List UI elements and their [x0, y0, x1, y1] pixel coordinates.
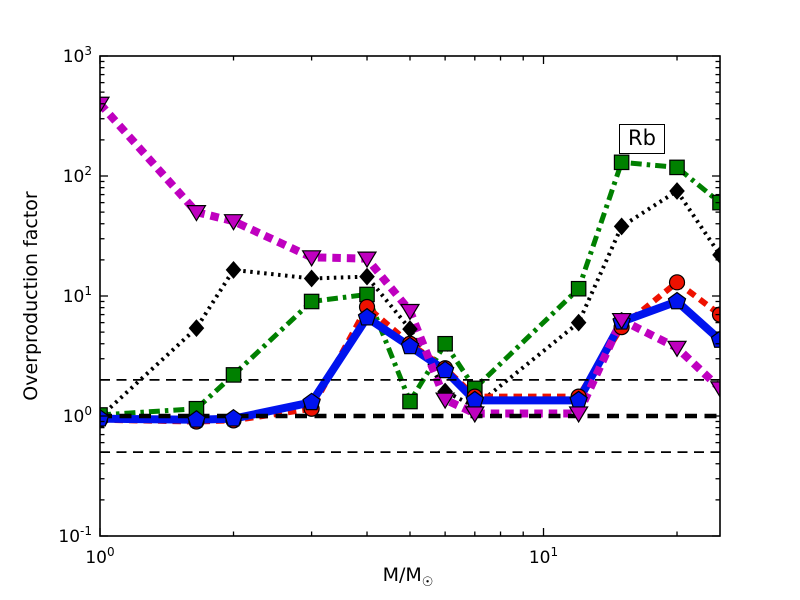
diamond-marker: [359, 267, 375, 286]
triangle-down-marker: [666, 340, 688, 358]
pentagon-marker: [435, 360, 455, 379]
square-marker: [437, 335, 453, 352]
diamond-marker: [712, 245, 720, 264]
y-tick-label-10e0: 100: [63, 404, 92, 427]
y-tick-label-10e3: 103: [63, 44, 92, 67]
diamond-marker: [669, 182, 685, 200]
diamond-marker: [402, 320, 418, 338]
sun-symbol: ☉: [421, 574, 434, 590]
square-marker: [303, 293, 320, 310]
triangle-down-marker: [301, 250, 322, 268]
square-marker: [613, 154, 630, 171]
pentagon-marker: [302, 392, 321, 411]
square-marker: [225, 367, 242, 383]
x-axis-title-main: M/M: [382, 564, 422, 587]
series-line-black-dotted-diamond: [100, 188, 720, 419]
x-tick-label-10e0: 100: [85, 545, 114, 568]
triangle-down-marker: [611, 312, 632, 330]
triangle-down-marker: [399, 303, 421, 321]
pentagon-marker: [357, 307, 377, 326]
diamond-marker: [225, 260, 242, 279]
triangle-down-marker: [100, 96, 111, 114]
x-tick-label-10e1: 101: [529, 545, 558, 568]
y-tick-label-10e1: 101: [63, 284, 92, 307]
y-axis-title: Overproduction factor: [20, 191, 42, 401]
triangle-down-marker: [709, 381, 720, 399]
pentagon-marker: [400, 336, 420, 355]
triangle-down-marker: [356, 251, 378, 269]
diamond-marker: [570, 313, 587, 332]
triangle-down-marker: [223, 214, 244, 231]
square-marker: [570, 280, 587, 297]
square-marker: [669, 159, 685, 176]
circle-marker: [668, 274, 686, 291]
plot-data-layer: [100, 96, 720, 454]
series-line-green-dashdot-square: [100, 159, 720, 418]
pentagon-marker: [187, 410, 206, 428]
diamond-marker: [188, 319, 205, 338]
series-markers-magenta-thickdashed-triangle: [100, 96, 720, 424]
annotation-rb-label: Rb: [619, 124, 665, 154]
triangle-down-marker: [186, 205, 207, 222]
diamond-marker: [303, 269, 320, 288]
pentagon-marker: [224, 408, 243, 427]
triangle-down-marker: [568, 406, 589, 424]
diamond-marker: [613, 217, 630, 236]
y-tick-label-10e-1: 10-1: [58, 524, 92, 547]
series-markers-green-dashdot-square: [100, 154, 720, 423]
triangle-down-marker: [435, 392, 456, 410]
triangle-down-marker: [464, 406, 485, 424]
square-marker: [402, 393, 418, 410]
pentagon-marker: [667, 291, 687, 310]
y-tick-label-10e2: 102: [63, 164, 92, 187]
axes-frame: [99, 55, 721, 537]
x-axis-title: M/M☉: [383, 564, 434, 590]
